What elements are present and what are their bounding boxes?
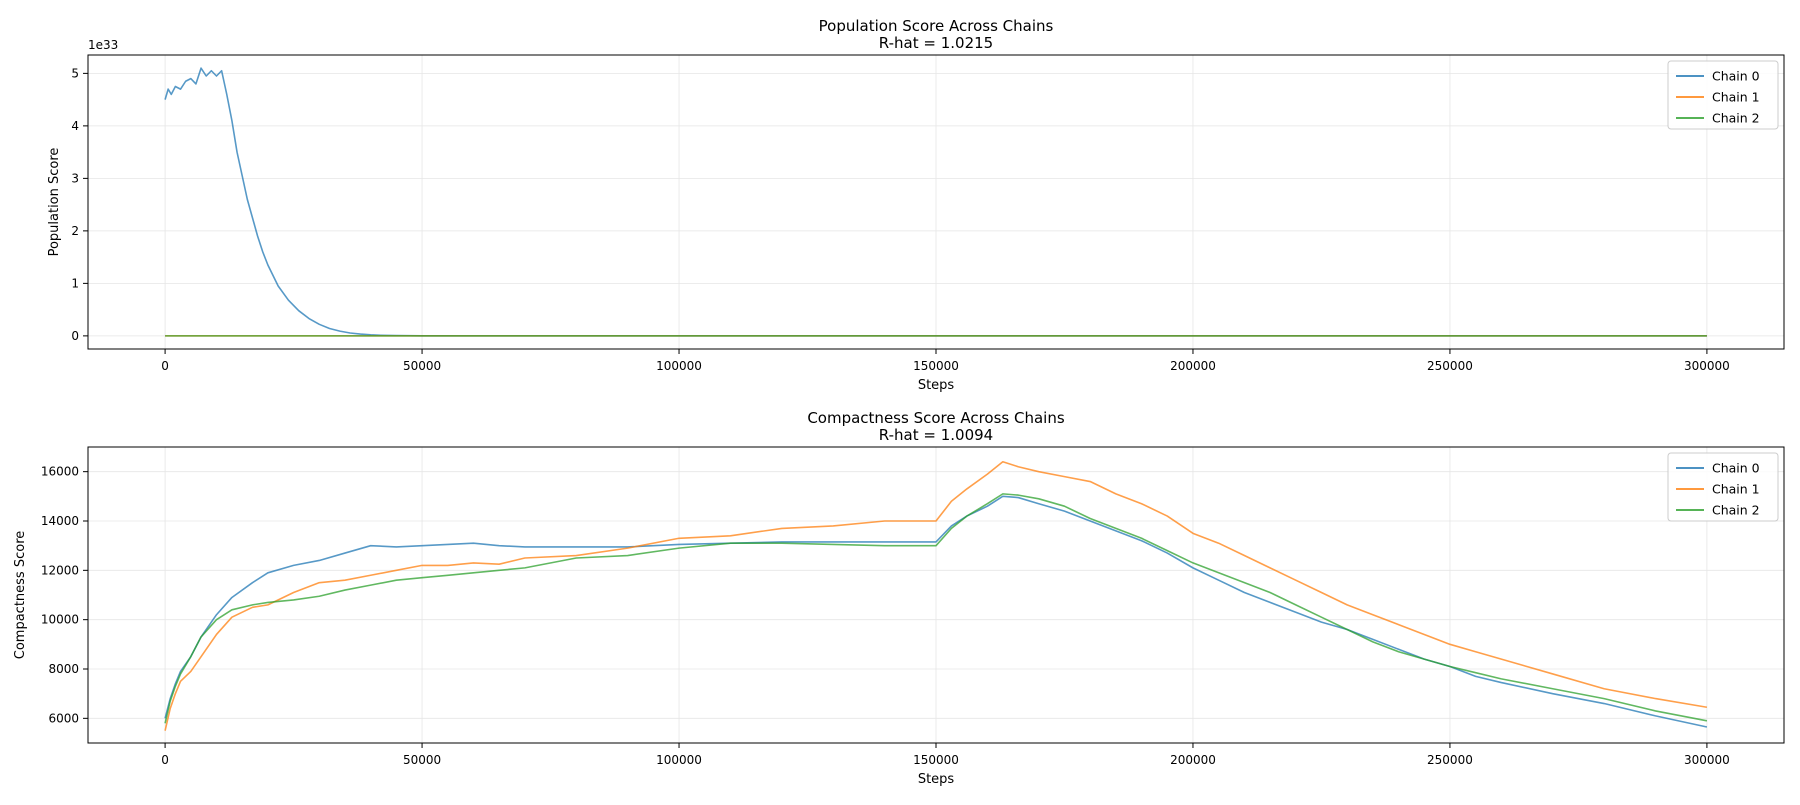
chart0-offset-label: 1e33 [88,38,118,52]
chart0-xtick-label-1: 50000 [403,359,441,373]
chart0-xlabel: Steps [918,378,955,393]
chart0-ylabel: Population Score [47,148,62,257]
chart1-ytick-label-5: 16000 [41,465,79,479]
chart1-subtitle: R-hat = 1.0094 [879,426,993,444]
chart1-xtick-label-3: 150000 [913,753,959,767]
chart1-ytick-label-0: 6000 [48,711,79,725]
chart1-title: Compactness Score Across Chains [807,409,1065,427]
chart0-xtick-label-4: 200000 [1170,359,1216,373]
chart0-xtick-label-5: 250000 [1427,359,1473,373]
chart0-xtick-label-6: 300000 [1684,359,1730,373]
chart0-ytick-label-4: 4 [71,119,79,133]
chart1-legend-box [1667,452,1779,522]
chart1-ytick-label-3: 12000 [41,563,79,577]
chart1-xtick-label-0: 0 [161,753,169,767]
chart0-subtitle: R-hat = 1.0215 [879,34,993,52]
chart1-legend-label-0: Chain 0 [1712,461,1760,476]
chart0-xtick-label-0: 0 [161,359,169,373]
chart0-ytick-label-1: 1 [71,276,79,290]
chart0-legend-label-1: Chain 1 [1712,90,1760,105]
chart1-ytick-label-1: 8000 [48,662,79,676]
chart1-legend-label-1: Chain 1 [1712,482,1760,497]
chart1-xtick-label-1: 50000 [403,753,441,767]
chart1-series-line-chain-1 [164,460,1708,731]
chart1-xlabel: Steps [918,772,955,787]
chart0-legend-label-2: Chain 2 [1712,111,1760,126]
chart1-xtick-label-5: 250000 [1427,753,1473,767]
chart1-ylabel: Compactness Score [13,531,28,659]
chart0-legend-label-0: Chain 0 [1712,69,1760,84]
chart0-ytick-label-2: 2 [71,224,79,238]
chart0-ytick-label-3: 3 [71,171,79,185]
chart1-ytick-label-4: 14000 [41,514,79,528]
chart0-ytick-label-5: 5 [71,66,79,80]
chart0-title: Population Score Across Chains [819,17,1054,35]
chart0-xtick-label-3: 150000 [913,359,959,373]
chart1-series-line-chain-0 [164,495,1708,728]
chart1-ytick-label-2: 10000 [41,613,79,627]
chart0-xtick-label-2: 100000 [656,359,702,373]
chart1-xtick-label-6: 300000 [1684,753,1730,767]
chart1-legend-label-2: Chain 2 [1712,503,1760,518]
chart0-ytick-label-0: 0 [71,329,79,343]
chart1-xtick-label-4: 200000 [1170,753,1216,767]
chart0-legend-box [1667,60,1779,130]
chart1-series-line-chain-2 [164,493,1708,724]
chart1-xtick-label-2: 100000 [656,753,702,767]
